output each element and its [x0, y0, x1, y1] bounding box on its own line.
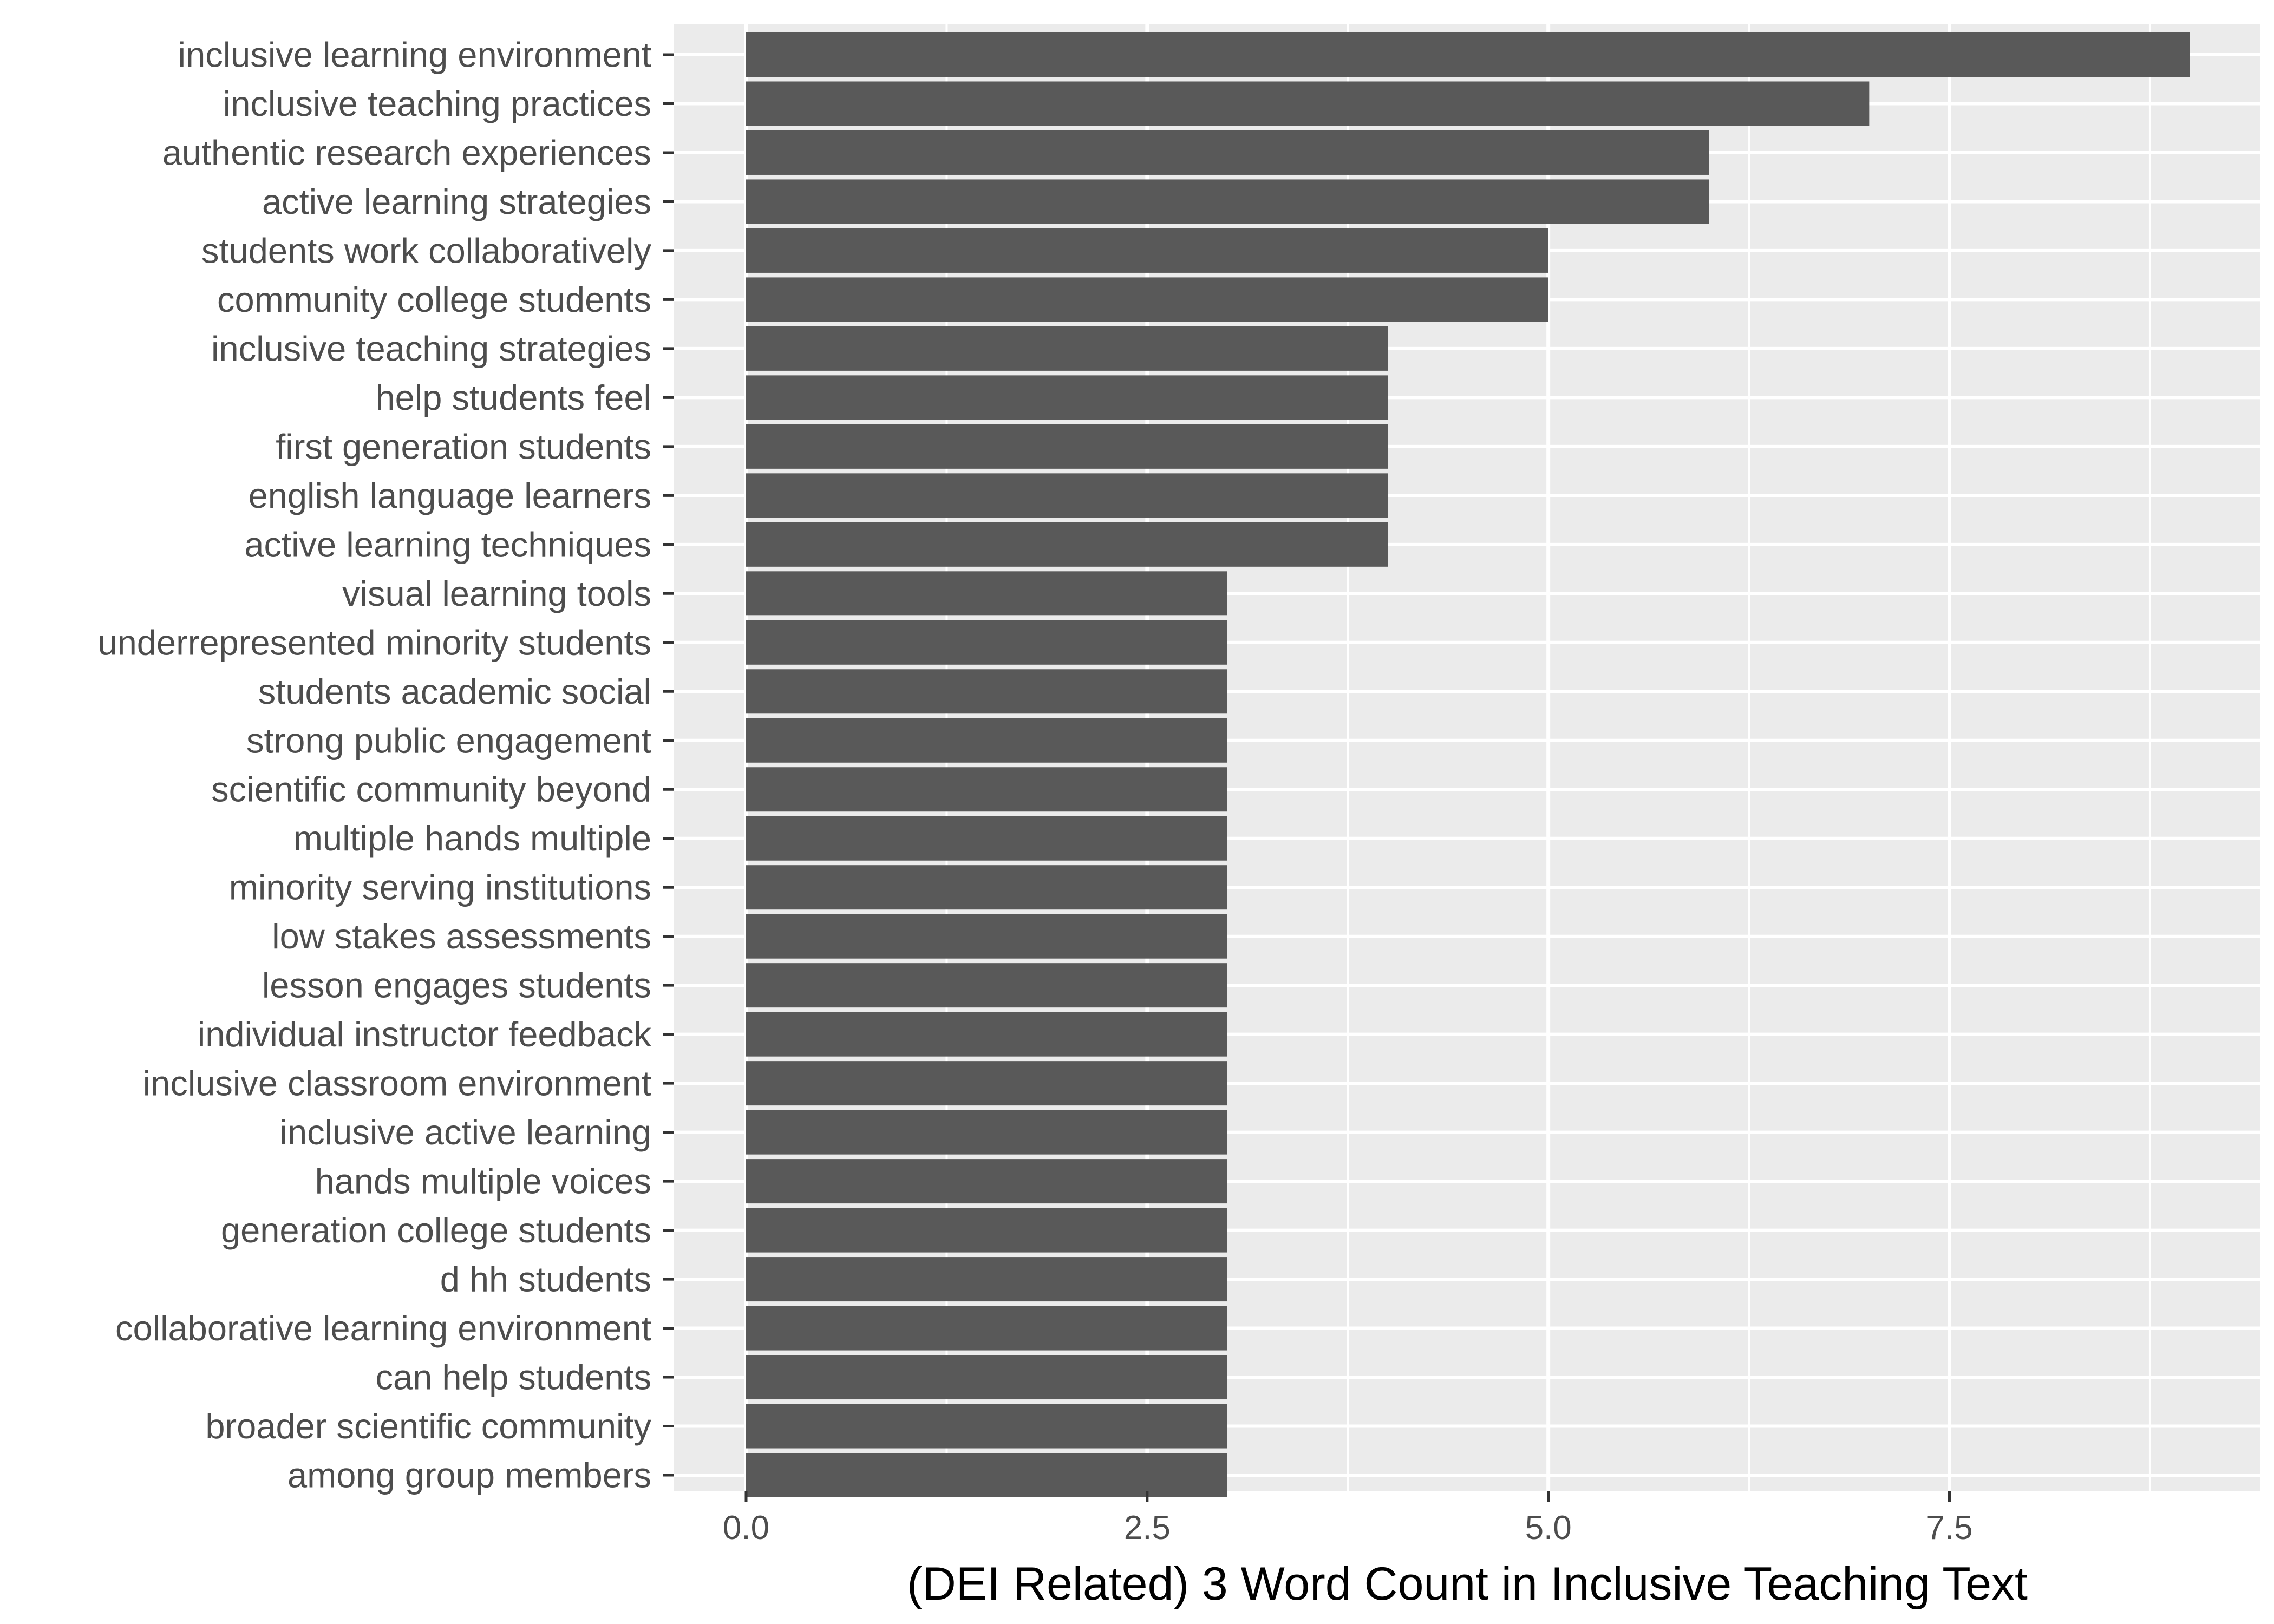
y-tick-label: authentic research experiences [162, 133, 651, 172]
bar [746, 620, 1227, 665]
bar [746, 228, 1548, 273]
y-tick-label: inclusive classroom environment [143, 1064, 651, 1103]
bar [746, 914, 1227, 959]
y-tick-label: students work collaboratively [201, 231, 651, 270]
y-tick-label: lesson engages students [262, 966, 651, 1005]
bar [746, 130, 1709, 175]
bar [746, 473, 1388, 518]
bar [746, 1257, 1227, 1302]
y-tick-label: generation college students [221, 1210, 651, 1250]
bar [746, 522, 1388, 567]
y-tick-label: help students feel [375, 378, 651, 417]
bar [746, 1061, 1227, 1106]
y-tick-label: first generation students [276, 427, 651, 466]
x-tick-label: 5.0 [1525, 1509, 1572, 1547]
bar [746, 865, 1227, 910]
bar [746, 424, 1388, 469]
y-tick-label: students academic social [258, 672, 651, 711]
x-tick-label: 0.0 [723, 1509, 769, 1547]
y-tick-label: minority serving institutions [229, 868, 651, 907]
y-tick-label: individual instructor feedback [198, 1014, 652, 1054]
bar [746, 179, 1709, 224]
bar [746, 1453, 1227, 1497]
y-tick-label: scientific community beyond [211, 770, 651, 809]
y-tick-label: can help students [375, 1358, 651, 1397]
y-tick-label: among group members [287, 1456, 651, 1495]
bar [746, 718, 1227, 763]
bar [746, 277, 1548, 322]
bar [746, 571, 1227, 616]
bar [746, 326, 1388, 371]
bar [746, 1355, 1227, 1400]
y-tick-label: inclusive teaching strategies [211, 329, 651, 368]
y-tick-label: broader scientific community [205, 1406, 651, 1446]
bar [746, 1012, 1227, 1057]
y-tick-label: inclusive learning environment [178, 35, 651, 75]
bar [746, 375, 1388, 420]
bar [746, 32, 2190, 77]
x-axis: 0.0 2.5 5.0 7.5 [723, 1491, 1973, 1547]
bar [746, 81, 1870, 126]
y-tick-label: english language learners [249, 476, 651, 515]
y-tick-label: active learning strategies [262, 182, 651, 221]
y-tick-label: active learning techniques [244, 525, 651, 564]
y-axis: inclusive learning environment inclusive … [97, 35, 674, 1495]
bar [746, 669, 1227, 714]
bar [746, 1208, 1227, 1253]
y-tick-label: hands multiple voices [315, 1162, 651, 1201]
bar [746, 1306, 1227, 1351]
x-tick-label: 2.5 [1124, 1509, 1171, 1547]
bar [746, 816, 1227, 861]
bar [746, 1110, 1227, 1155]
bar [746, 1159, 1227, 1204]
y-tick-label: strong public engagement [246, 721, 651, 760]
y-tick-label: community college students [217, 280, 651, 319]
y-tick-label: collaborative learning environment [115, 1308, 651, 1348]
bar [746, 963, 1227, 1008]
bars [746, 32, 2190, 1497]
bar [746, 767, 1227, 812]
y-tick-label: underrepresented minority students [97, 623, 651, 662]
y-tick-label: visual learning tools [342, 574, 651, 613]
y-tick-label: multiple hands multiple [293, 818, 651, 858]
y-tick-label: low stakes assessments [272, 916, 651, 956]
y-tick-label: inclusive teaching practices [223, 84, 651, 123]
y-tick-label: inclusive active learning [280, 1112, 651, 1152]
x-axis-title: (DEI Related) 3 Word Count in Inclusive … [907, 1558, 2028, 1610]
x-tick-label: 7.5 [1926, 1509, 1972, 1547]
y-tick-label: d hh students [440, 1260, 651, 1299]
bar [746, 1404, 1227, 1449]
